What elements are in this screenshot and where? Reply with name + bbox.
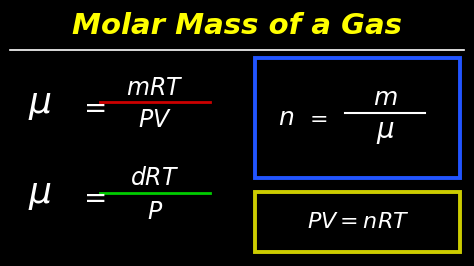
- Text: $dRT$: $dRT$: [130, 166, 180, 190]
- Text: $\mu$: $\mu$: [375, 118, 394, 146]
- Text: $\mu$: $\mu$: [28, 88, 52, 122]
- Text: $=$: $=$: [78, 183, 106, 211]
- Text: Molar Mass of a Gas: Molar Mass of a Gas: [72, 12, 402, 40]
- Text: $PV = nRT$: $PV = nRT$: [307, 212, 409, 232]
- Text: $\mu$: $\mu$: [28, 178, 52, 212]
- Bar: [255, 58, 460, 178]
- Text: $mRT$: $mRT$: [126, 76, 184, 100]
- Text: $=$: $=$: [78, 93, 106, 121]
- Text: $m$: $m$: [373, 86, 397, 110]
- Text: $=$: $=$: [305, 108, 328, 128]
- Text: $P$: $P$: [147, 200, 163, 224]
- Text: $PV$: $PV$: [138, 108, 172, 132]
- Text: $n$: $n$: [278, 106, 294, 130]
- Bar: [255, 192, 460, 252]
